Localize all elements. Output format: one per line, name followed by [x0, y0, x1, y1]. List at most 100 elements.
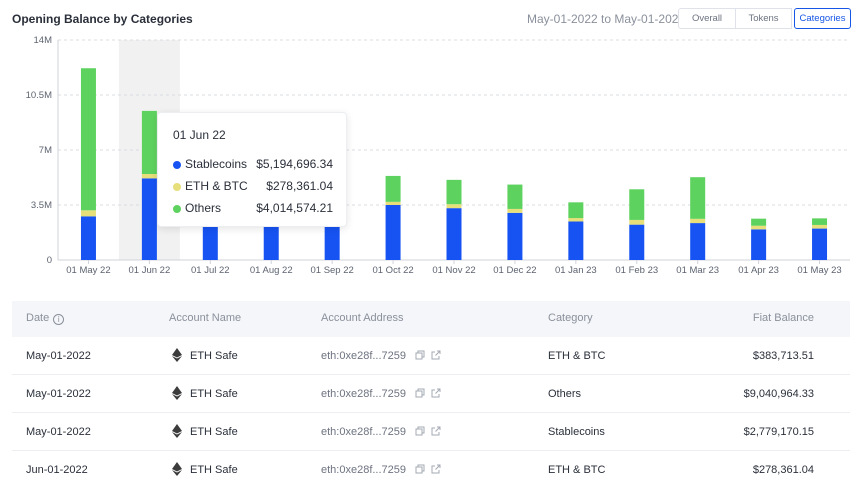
- y-tick-label: 0: [47, 255, 52, 266]
- bar-segment: [446, 204, 462, 209]
- tooltip-row-others: Others $4,014,574.21: [173, 201, 333, 217]
- chart-tooltip: 01 Jun 22 Stablecoins $5,194,696.34 ETH …: [157, 112, 347, 227]
- table-row[interactable]: Jun-01-2022 ETH Safe eth:0xe28f...7259 E…: [12, 451, 850, 483]
- bar-segment: [690, 218, 706, 224]
- column-header-account-name[interactable]: Account Name: [169, 312, 242, 324]
- ethereum-icon: [172, 348, 182, 362]
- tooltip-row-eth-btc: ETH & BTC $278,361.04: [173, 179, 333, 195]
- x-tick-label: 01 Aug 22: [250, 265, 293, 276]
- cell-fiat-balance: $9,040,964.33: [743, 388, 814, 400]
- bar-segment: [80, 216, 96, 260]
- cell-date: May-01-2022: [26, 388, 91, 400]
- y-tick-label: 10.5M: [26, 90, 52, 101]
- y-tick-label: 3.5M: [31, 200, 52, 211]
- cell-account-address: eth:0xe28f...7259: [321, 426, 407, 438]
- bar-segment: [507, 208, 523, 213]
- info-icon[interactable]: i: [53, 314, 65, 325]
- cell-account-name: ETH Safe: [190, 426, 238, 438]
- y-tick-label: 7M: [39, 145, 52, 156]
- table-row[interactable]: May-01-2022 ETH Safe eth:0xe28f...7259 E…: [12, 337, 850, 375]
- tooltip-label: Stablecoins: [185, 157, 248, 171]
- x-tick-label: 01 Jun 22: [129, 265, 171, 276]
- cell-fiat-balance: $2,779,170.15: [743, 426, 814, 438]
- cell-account-name: ETH Safe: [190, 350, 238, 362]
- column-label: Date: [26, 312, 50, 324]
- ethereum-icon: [172, 386, 182, 400]
- cell-category: ETH & BTC: [548, 464, 606, 476]
- y-tick-label: 14M: [34, 35, 53, 46]
- copy-icon[interactable]: [415, 350, 425, 360]
- cell-account-address: eth:0xe28f...7259: [321, 464, 407, 476]
- x-tick-label: 01 Mar 23: [676, 265, 719, 276]
- bar-segment: [812, 224, 828, 229]
- bar-segment: [568, 221, 584, 260]
- bar-segment: [141, 110, 157, 174]
- tooltip-label: ETH & BTC: [185, 179, 248, 193]
- bar-segment: [80, 68, 96, 211]
- bar-segment: [141, 178, 157, 260]
- column-header-account-address[interactable]: Account Address: [321, 312, 404, 324]
- copy-icon[interactable]: [415, 388, 425, 398]
- bar-segment: [568, 218, 584, 222]
- column-header-category[interactable]: Category: [548, 312, 593, 324]
- bar-segment: [690, 223, 706, 260]
- x-tick-label: 01 Feb 23: [615, 265, 658, 276]
- tab-overall[interactable]: Overall: [678, 8, 736, 29]
- x-tick-label: 01 Jul 22: [191, 265, 230, 276]
- column-header-fiat-balance[interactable]: Fiat Balance: [752, 312, 814, 324]
- cell-category: ETH & BTC: [548, 350, 606, 362]
- copy-icon[interactable]: [415, 426, 425, 436]
- view-toggle: Overall Tokens Categories: [678, 8, 851, 29]
- bar-segment: [263, 227, 279, 260]
- table-header: Date i Account Name Account Address Categ…: [12, 301, 850, 337]
- cell-category: Others: [548, 388, 582, 400]
- cell-account-address: eth:0xe28f...7259: [321, 388, 407, 400]
- x-tick-label: 01 Jan 23: [555, 265, 597, 276]
- x-tick-label: 01 Dec 22: [493, 265, 536, 276]
- external-link-icon[interactable]: [431, 350, 441, 360]
- bar-segment: [751, 229, 767, 260]
- cell-date: Jun-01-2022: [26, 464, 88, 476]
- date-range[interactable]: May-01-2022 to May-01-2023: [527, 12, 686, 26]
- column-header-date[interactable]: Date i: [26, 312, 65, 325]
- external-link-icon[interactable]: [431, 388, 441, 398]
- bar-segment: [385, 205, 401, 260]
- bar-segment: [751, 218, 767, 226]
- bar-segment: [751, 225, 767, 230]
- bar-segment: [568, 202, 584, 219]
- tooltip-title: 01 Jun 22: [173, 128, 226, 142]
- bar-segment: [629, 219, 645, 225]
- x-tick-label: 01 May 23: [797, 265, 841, 276]
- x-tick-label: 01 Oct 22: [372, 265, 413, 276]
- tooltip-value: $4,014,574.21: [256, 201, 333, 215]
- bar-segment: [385, 201, 401, 205]
- x-tick-label: 01 Nov 22: [432, 265, 475, 276]
- chart-header: Opening Balance by Categories May-01-202…: [0, 0, 860, 38]
- bar-segment: [812, 218, 828, 225]
- tooltip-row-stablecoins: Stablecoins $5,194,696.34: [173, 157, 333, 173]
- bar-segment: [629, 224, 645, 260]
- bar-segment: [812, 228, 828, 260]
- bar-segment: [446, 179, 462, 205]
- external-link-icon[interactable]: [431, 464, 441, 474]
- balances-table: Date i Account Name Account Address Categ…: [12, 301, 850, 483]
- ethereum-icon: [172, 462, 182, 476]
- tab-categories[interactable]: Categories: [794, 8, 851, 29]
- tooltip-value: $5,194,696.34: [256, 157, 333, 171]
- tab-tokens[interactable]: Tokens: [736, 8, 792, 29]
- bar-segment: [507, 184, 523, 209]
- table-row[interactable]: May-01-2022 ETH Safe eth:0xe28f...7259 S…: [12, 413, 850, 451]
- table-row[interactable]: May-01-2022 ETH Safe eth:0xe28f...7259 O…: [12, 375, 850, 413]
- bar-segment: [629, 189, 645, 220]
- cell-account-address: eth:0xe28f...7259: [321, 350, 407, 362]
- bar-segment: [80, 210, 96, 217]
- bar-segment: [385, 175, 401, 202]
- bar-segment: [446, 208, 462, 260]
- copy-icon[interactable]: [415, 464, 425, 474]
- others-dot-icon: [173, 205, 181, 213]
- external-link-icon[interactable]: [431, 426, 441, 436]
- stablecoins-dot-icon: [173, 161, 181, 169]
- cell-date: May-01-2022: [26, 426, 91, 438]
- cell-date: May-01-2022: [26, 350, 91, 362]
- cell-fiat-balance: $383,713.51: [752, 350, 814, 362]
